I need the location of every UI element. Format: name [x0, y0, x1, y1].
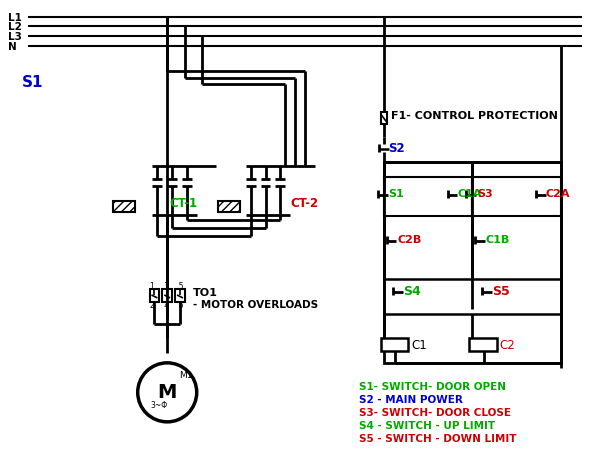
- Bar: [380, 338, 408, 351]
- Text: - MOTOR OVERLOADS: - MOTOR OVERLOADS: [193, 300, 318, 310]
- Bar: [149, 289, 160, 302]
- Text: C2A: C2A: [546, 189, 571, 198]
- Text: S5 - SWITCH - DOWN LIMIT: S5 - SWITCH - DOWN LIMIT: [359, 433, 517, 444]
- Text: S3: S3: [477, 189, 493, 198]
- Text: CT-1: CT-1: [169, 197, 197, 210]
- Text: C1A: C1A: [457, 189, 482, 198]
- Text: 1    3    5: 1 3 5: [149, 282, 183, 290]
- Text: S2 - MAIN POWER: S2 - MAIN POWER: [359, 395, 463, 405]
- Bar: [162, 289, 172, 302]
- Text: C1: C1: [411, 339, 427, 352]
- Bar: [469, 338, 497, 351]
- Bar: [383, 162, 560, 363]
- Text: S4: S4: [403, 284, 421, 297]
- Text: M1: M1: [179, 371, 193, 380]
- Bar: [383, 279, 560, 314]
- Text: S4 - SWITCH - UP LIMIT: S4 - SWITCH - UP LIMIT: [359, 421, 495, 431]
- Text: CT-2: CT-2: [290, 197, 318, 210]
- Text: L1: L1: [8, 13, 22, 22]
- Text: 3~Φ: 3~Φ: [151, 401, 168, 410]
- Bar: [175, 289, 185, 302]
- Text: L3: L3: [8, 32, 22, 42]
- Text: S3- SWITCH- DOOR CLOSE: S3- SWITCH- DOOR CLOSE: [359, 408, 511, 418]
- Text: TO1: TO1: [193, 288, 218, 298]
- Bar: [113, 200, 135, 212]
- Text: 2    4    6: 2 4 6: [149, 301, 183, 310]
- Text: S1- SWITCH- DOOR OPEN: S1- SWITCH- DOOR OPEN: [359, 382, 506, 392]
- Bar: [383, 177, 472, 216]
- Text: C1B: C1B: [486, 235, 510, 245]
- Bar: [218, 200, 240, 212]
- Text: C2: C2: [500, 339, 515, 352]
- Text: S1: S1: [389, 189, 404, 198]
- Text: L2: L2: [8, 22, 22, 32]
- Bar: [472, 177, 560, 216]
- Text: C2B: C2B: [397, 235, 422, 245]
- Bar: [380, 112, 386, 124]
- Circle shape: [138, 363, 197, 422]
- Text: S1: S1: [22, 75, 43, 90]
- Text: S2: S2: [389, 142, 405, 155]
- Text: N: N: [8, 42, 17, 52]
- Text: F1- CONTROL PROTECTION: F1- CONTROL PROTECTION: [391, 111, 559, 121]
- Text: M: M: [158, 383, 177, 402]
- Text: S5: S5: [492, 284, 509, 297]
